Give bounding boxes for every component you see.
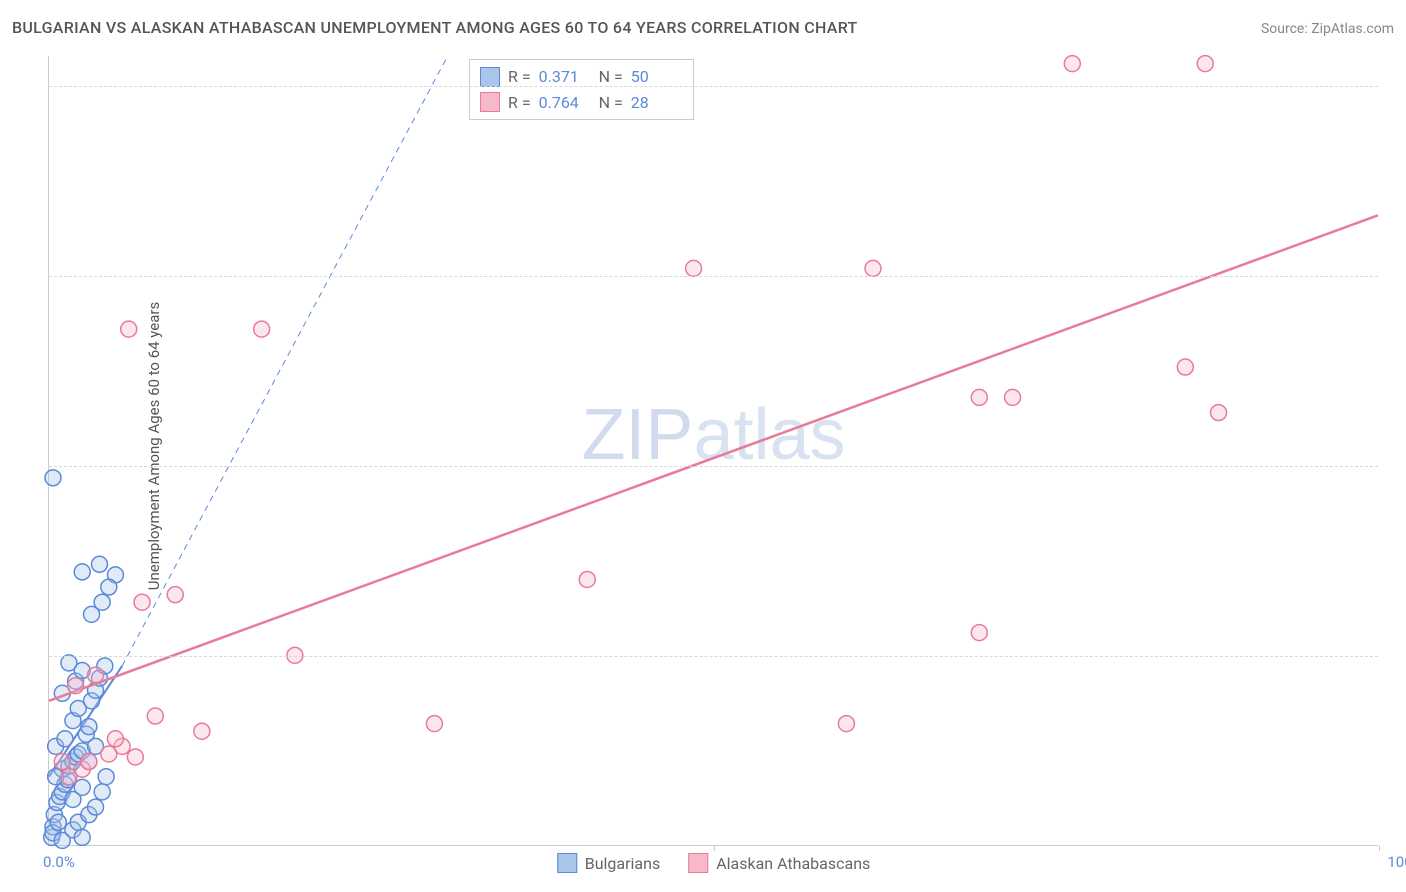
data-point xyxy=(134,594,150,610)
correlation-box: R = 0.371 N = 50 R = 0.764 N = 28 xyxy=(469,59,694,120)
trend-line xyxy=(49,215,1378,701)
data-point xyxy=(81,754,97,770)
y-tick-label: 25.0% xyxy=(1388,475,1406,493)
chart-svg xyxy=(49,56,1378,845)
r-label-2: R = xyxy=(508,90,531,116)
data-point xyxy=(1211,405,1227,421)
data-point xyxy=(98,769,114,785)
trend-line-extension xyxy=(122,56,448,666)
data-point xyxy=(74,564,90,580)
y-tick-label: 12.5% xyxy=(1388,665,1406,683)
swatch-series-1 xyxy=(480,67,500,87)
data-point xyxy=(54,754,70,770)
data-point xyxy=(45,470,61,486)
legend-label-1: Bulgarians xyxy=(585,854,660,873)
data-point xyxy=(426,716,442,732)
data-point xyxy=(127,749,143,765)
legend-item-1: Bulgarians xyxy=(557,853,660,873)
plot-area: ZIPatlas R = 0.371 N = 50 R = 0.764 N = … xyxy=(48,56,1378,846)
data-point xyxy=(94,594,110,610)
grid-line xyxy=(49,86,1378,87)
data-point xyxy=(88,667,104,683)
data-point xyxy=(1197,56,1213,72)
data-point xyxy=(57,731,73,747)
grid-line xyxy=(49,466,1378,467)
data-point xyxy=(579,571,595,587)
chart-title: BULGARIAN VS ALASKAN ATHABASCAN UNEMPLOY… xyxy=(12,18,858,37)
data-point xyxy=(147,708,163,724)
data-point xyxy=(838,716,854,732)
y-tick-label: 37.5% xyxy=(1388,285,1406,303)
source-label: Source: ZipAtlas.com xyxy=(1261,21,1394,37)
data-point xyxy=(686,260,702,276)
data-point xyxy=(254,321,270,337)
legend-item-2: Alaskan Athabascans xyxy=(688,853,870,873)
n-value-2: 28 xyxy=(631,90,683,116)
grid-line xyxy=(49,656,1378,657)
correlation-row-2: R = 0.764 N = 28 xyxy=(480,90,683,116)
data-point xyxy=(865,260,881,276)
legend: Bulgarians Alaskan Athabascans xyxy=(557,853,871,873)
x-tick-label: 0.0% xyxy=(43,853,75,871)
data-point xyxy=(101,579,117,595)
data-point xyxy=(1177,359,1193,375)
x-tick-mark xyxy=(1379,845,1380,851)
data-point xyxy=(1005,389,1021,405)
data-point xyxy=(121,321,137,337)
data-point xyxy=(971,625,987,641)
n-label-2: N = xyxy=(599,90,623,116)
grid-line xyxy=(49,276,1378,277)
data-point xyxy=(74,779,90,795)
y-tick-label: 50.0% xyxy=(1388,95,1406,113)
x-tick-mark xyxy=(714,845,715,851)
data-point xyxy=(194,723,210,739)
data-point xyxy=(50,814,66,830)
data-point xyxy=(971,389,987,405)
data-point xyxy=(88,799,104,815)
swatch-series-2 xyxy=(480,92,500,112)
title-bar: BULGARIAN VS ALASKAN ATHABASCAN UNEMPLOY… xyxy=(12,18,1394,37)
data-point xyxy=(68,678,84,694)
data-point xyxy=(81,719,97,735)
legend-label-2: Alaskan Athabascans xyxy=(716,854,870,873)
data-point xyxy=(1064,56,1080,72)
legend-swatch-1 xyxy=(557,853,577,873)
data-point xyxy=(94,784,110,800)
data-point xyxy=(167,587,183,603)
data-point xyxy=(92,556,108,572)
x-tick-label: 100.0% xyxy=(1387,853,1406,871)
data-point xyxy=(61,655,77,671)
r-value-2: 0.764 xyxy=(539,90,591,116)
data-point xyxy=(74,829,90,845)
data-point xyxy=(107,731,123,747)
legend-swatch-2 xyxy=(688,853,708,873)
